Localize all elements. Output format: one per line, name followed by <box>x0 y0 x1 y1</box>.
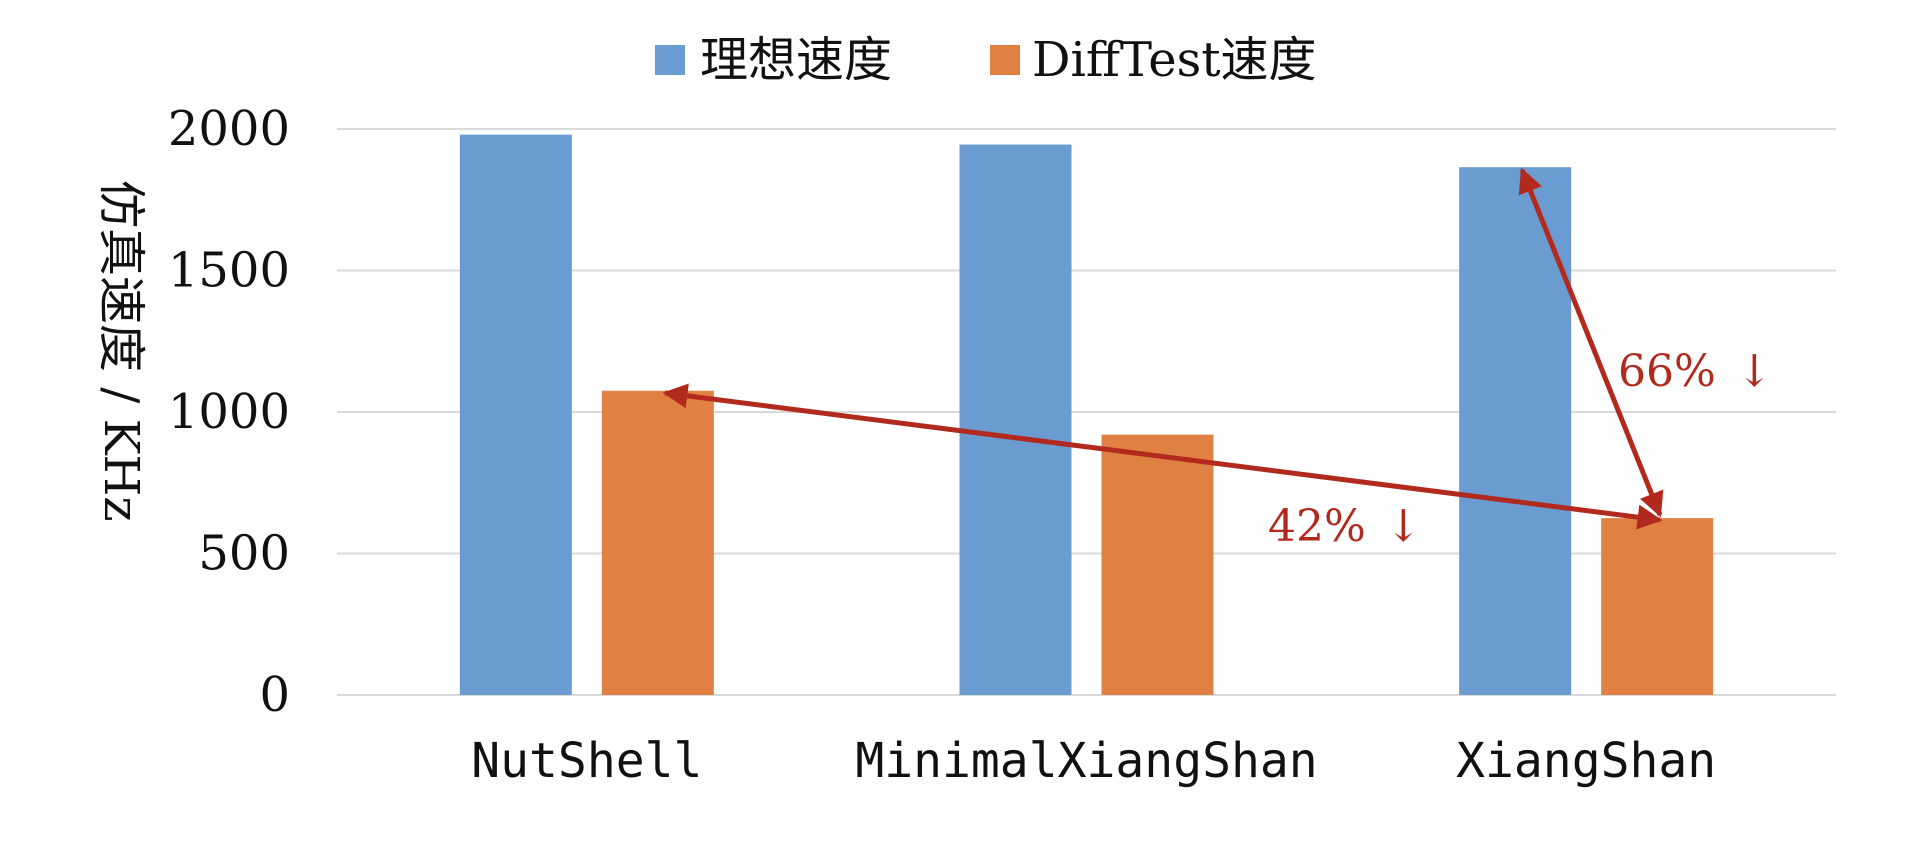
bar-nutshell-ideal <box>459 134 572 695</box>
x-category-label: XiangShan <box>1456 733 1716 789</box>
bar-minimalxiangshan-difftest <box>1101 434 1214 695</box>
bar-xiangshan-difftest <box>1601 518 1714 695</box>
bar-minimalxiangshan-ideal <box>959 144 1072 695</box>
annotations: 42% ↓ 66% ↓ <box>662 167 1773 552</box>
bars <box>459 134 1714 695</box>
arrow-xiangshan-ideal-to-difftest <box>1518 167 1664 518</box>
y-tick-label: 1000 <box>168 384 290 440</box>
y-tick-label: 1500 <box>168 243 290 299</box>
arrow-nutshell-to-xiangshan-difftest <box>662 383 1663 530</box>
legend: 理想速度 DiffTest速度 <box>655 32 1317 88</box>
annotation-66-percent: 66% <box>1618 346 1716 397</box>
y-axis-title: 仿真速度 / KHz <box>93 180 149 522</box>
legend-label-ideal: 理想速度 <box>700 32 892 88</box>
legend-label-difftest: DiffTest速度 <box>1032 32 1317 88</box>
y-tick-label: 500 <box>198 526 290 582</box>
y-tick-label: 2000 <box>168 101 290 157</box>
y-axis-ticks: 0 500 1000 1500 2000 <box>168 101 290 723</box>
annotation-42-down-arrow: ↓ <box>1385 501 1422 552</box>
legend-swatch-difftest <box>990 45 1020 75</box>
x-category-label: MinimalXiangShan <box>855 733 1317 789</box>
annotation-66-down-arrow: ↓ <box>1736 346 1773 397</box>
legend-swatch-ideal <box>655 45 685 75</box>
x-category-label: NutShell <box>471 733 702 789</box>
bar-nutshell-difftest <box>601 390 714 695</box>
annotation-42-percent: 42% <box>1268 501 1366 552</box>
x-axis-categories: NutShell MinimalXiangShan XiangShan <box>471 733 1716 789</box>
y-tick-label: 0 <box>259 667 290 723</box>
